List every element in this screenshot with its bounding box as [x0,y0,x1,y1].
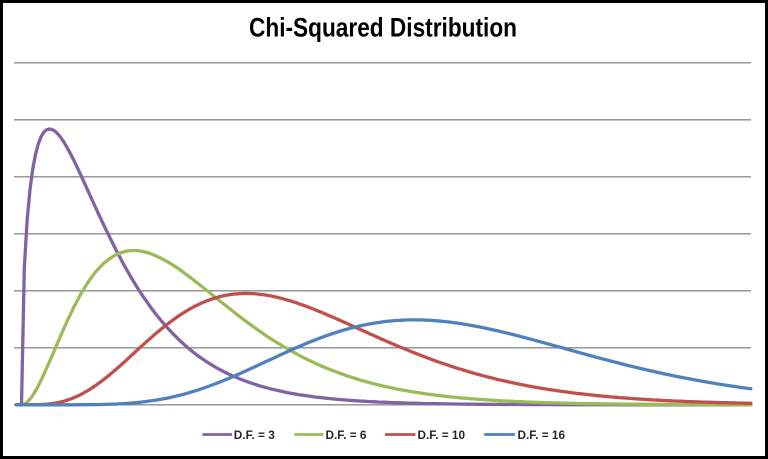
svg-text:D.F. = 6: D.F. = 6 [326,428,367,442]
svg-text:D.F. = 10: D.F. = 10 [418,428,466,442]
svg-text:Chi-Squared Distribution: Chi-Squared Distribution [249,13,517,43]
svg-text:D.F. = 3: D.F. = 3 [234,428,275,442]
svg-text:D.F. = 16: D.F. = 16 [518,428,566,442]
